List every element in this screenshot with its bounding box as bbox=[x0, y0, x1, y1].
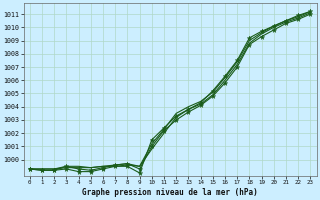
X-axis label: Graphe pression niveau de la mer (hPa): Graphe pression niveau de la mer (hPa) bbox=[82, 188, 258, 197]
